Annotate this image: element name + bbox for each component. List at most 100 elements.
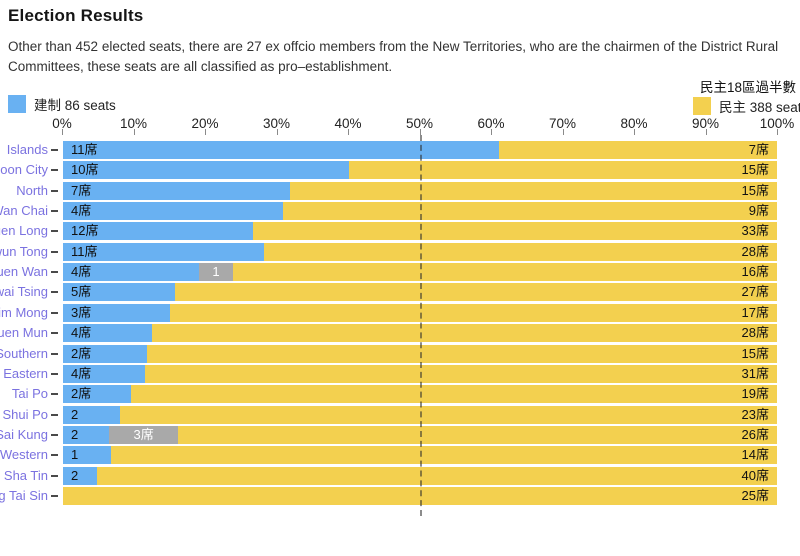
legend-establishment: 建制 86 seats — [8, 94, 116, 114]
segment-democrats — [282, 202, 777, 221]
segment-establishment — [63, 181, 291, 200]
y-axis-label-yau-tsim-mong[interactable]: Yau Tsim Mong — [0, 304, 48, 320]
y-axis-tick-mark — [51, 169, 58, 172]
segment-democrats — [264, 242, 777, 261]
x-axis-tick-mark — [419, 129, 421, 135]
x-axis-tick-label: 80% — [620, 116, 648, 131]
segment-establishment — [63, 161, 349, 180]
y-axis-label-sha-tin[interactable]: Sha Tin — [3, 467, 48, 483]
y-axis-tick-mark — [51, 372, 58, 375]
segment-democrats — [178, 425, 777, 444]
x-axis-tick-mark — [634, 129, 635, 135]
page-title: Election Results — [8, 6, 144, 25]
y-axis-label-kwun-tong[interactable]: Kwun Tong — [0, 243, 48, 259]
x-axis-tick-mark — [491, 129, 492, 135]
y-axis-label-central-and-western[interactable]: Central and Western — [0, 447, 48, 463]
y-axis-label-kwai-tsing[interactable]: Kwai Tsing — [0, 284, 48, 300]
establishment-seat-count: 2席 — [71, 386, 92, 402]
x-axis-tick-label: 100% — [759, 116, 795, 131]
chart-subtitle: Other than 452 elected seats, there are … — [8, 37, 778, 76]
y-axis-tick-mark — [51, 189, 58, 192]
establishment-seat-count: 3席 — [71, 304, 92, 320]
democrats-seat-count: 26席 — [741, 426, 769, 442]
establishment-seat-count: 2 — [71, 426, 79, 442]
establishment-seat-count: 4席 — [71, 203, 92, 219]
segment-establishment — [63, 242, 265, 261]
segment-gray — [199, 263, 233, 282]
democrats-seat-count: 40席 — [741, 467, 769, 483]
establishment-seat-count: 12席 — [71, 223, 99, 239]
y-axis-tick-mark — [51, 352, 58, 355]
democrats-seat-count: 14席 — [741, 447, 769, 463]
segment-establishment — [63, 283, 175, 302]
y-axis-label-wan-chai[interactable]: Wan Chai — [0, 203, 48, 219]
bar-row-yuen-long: 12席 33席 — [63, 222, 777, 241]
democrats-seat-count: 15席 — [741, 162, 769, 178]
democrats-seat-count: 31席 — [741, 365, 769, 381]
bar-row-wan-chai: 4席 9席 — [63, 202, 777, 221]
bar-row-kwun-tong: 11席 28席 — [63, 242, 777, 261]
establishment-seat-count: 4席 — [71, 325, 92, 341]
y-axis-label-tsuen-wan[interactable]: Tsuen Wan — [0, 264, 48, 280]
segment-democrats — [253, 222, 777, 241]
bar-row-kowloon-city: 10席 15席 — [63, 161, 777, 180]
y-axis-label-tuen-mun[interactable]: Tuen Mun — [0, 325, 48, 341]
segment-democrats — [348, 161, 777, 180]
y-axis-tick-mark — [51, 149, 58, 151]
y-axis-tick-mark — [51, 474, 58, 477]
segment-democrats — [290, 181, 777, 200]
y-axis-label-sham-shui-po[interactable]: Sham Shui Po — [0, 406, 48, 422]
bar-row-tuen-mun: 4席 28席 — [63, 324, 777, 343]
y-axis-label-eastern[interactable]: Eastern — [3, 365, 48, 381]
y-axis-label-kowloon-city[interactable]: Kowloon City — [0, 162, 48, 178]
y-axis-label-wong-tai-sin[interactable]: Wong Tai Sin — [0, 487, 48, 503]
y-axis-label-islands[interactable]: Islands — [6, 142, 48, 157]
democrats-seat-count: 16席 — [741, 264, 769, 280]
y-axis-label-sai-kung[interactable]: Sai Kung — [0, 426, 48, 442]
y-axis-label-tai-po[interactable]: Tai Po — [11, 386, 48, 402]
y-axis-label-north[interactable]: North — [16, 182, 48, 198]
democrats-seat-count: 15席 — [741, 345, 769, 361]
y-axis-tick-mark — [51, 433, 58, 436]
bar-row-southern: 2席 15席 — [63, 344, 777, 363]
legend-democrats-label: 民主 388 seats — [719, 100, 800, 115]
establishment-seat-count: 5席 — [71, 284, 92, 300]
establishment-seat-count: 11席 — [71, 243, 98, 259]
y-axis-tick-mark — [51, 271, 58, 274]
legend-establishment-swatch — [8, 95, 26, 113]
segment-establishment — [63, 446, 111, 465]
bar-row-eastern: 4席 31席 — [63, 364, 777, 383]
x-axis-tick-mark — [705, 129, 707, 135]
segment-establishment — [63, 466, 97, 485]
bar-row-islands: 11席 7席 — [63, 141, 777, 159]
establishment-seat-count: 2 — [71, 406, 79, 422]
y-axis-label-southern[interactable]: Southern — [0, 345, 48, 361]
gray-seat-count: 3席 — [133, 426, 154, 442]
bar-row-sai-kung: 2 3席 26席 — [63, 425, 777, 444]
x-axis-tick-mark — [348, 129, 349, 135]
segment-democrats — [499, 141, 777, 159]
annotation-democrats-majority: 民主18區過半數 — [700, 80, 797, 95]
x-axis-tick-label: 40% — [334, 116, 362, 131]
legend-democrats-swatch — [693, 97, 711, 115]
democrats-seat-count: 9席 — [748, 203, 769, 219]
y-axis-label-yuen-long[interactable]: Yuen Long — [0, 223, 48, 239]
reference-line-50pct — [419, 135, 422, 516]
democrats-seat-count: 25席 — [741, 487, 769, 503]
democrats-seat-count: 33席 — [741, 223, 769, 239]
segment-establishment — [63, 385, 131, 404]
segment-democrats — [170, 303, 777, 322]
establishment-seat-count: 4席 — [71, 365, 92, 381]
bar-row-kwai-tsing: 5席 27席 — [63, 283, 777, 302]
y-axis-tick-mark — [51, 210, 58, 213]
x-axis-tick-label: 10% — [119, 116, 148, 131]
x-axis-tick-mark — [276, 129, 278, 135]
y-axis-tick-mark — [51, 311, 58, 314]
y-axis-tick-mark — [51, 494, 58, 497]
bar-row-sham-shui-po: 2 23席 — [63, 405, 777, 424]
bar-row-tai-po: 2席 19席 — [63, 385, 777, 404]
segment-democrats — [147, 344, 777, 363]
segment-democrats — [120, 405, 777, 424]
democrats-seat-count: 19席 — [741, 386, 769, 402]
x-axis-tick-mark — [777, 129, 778, 135]
